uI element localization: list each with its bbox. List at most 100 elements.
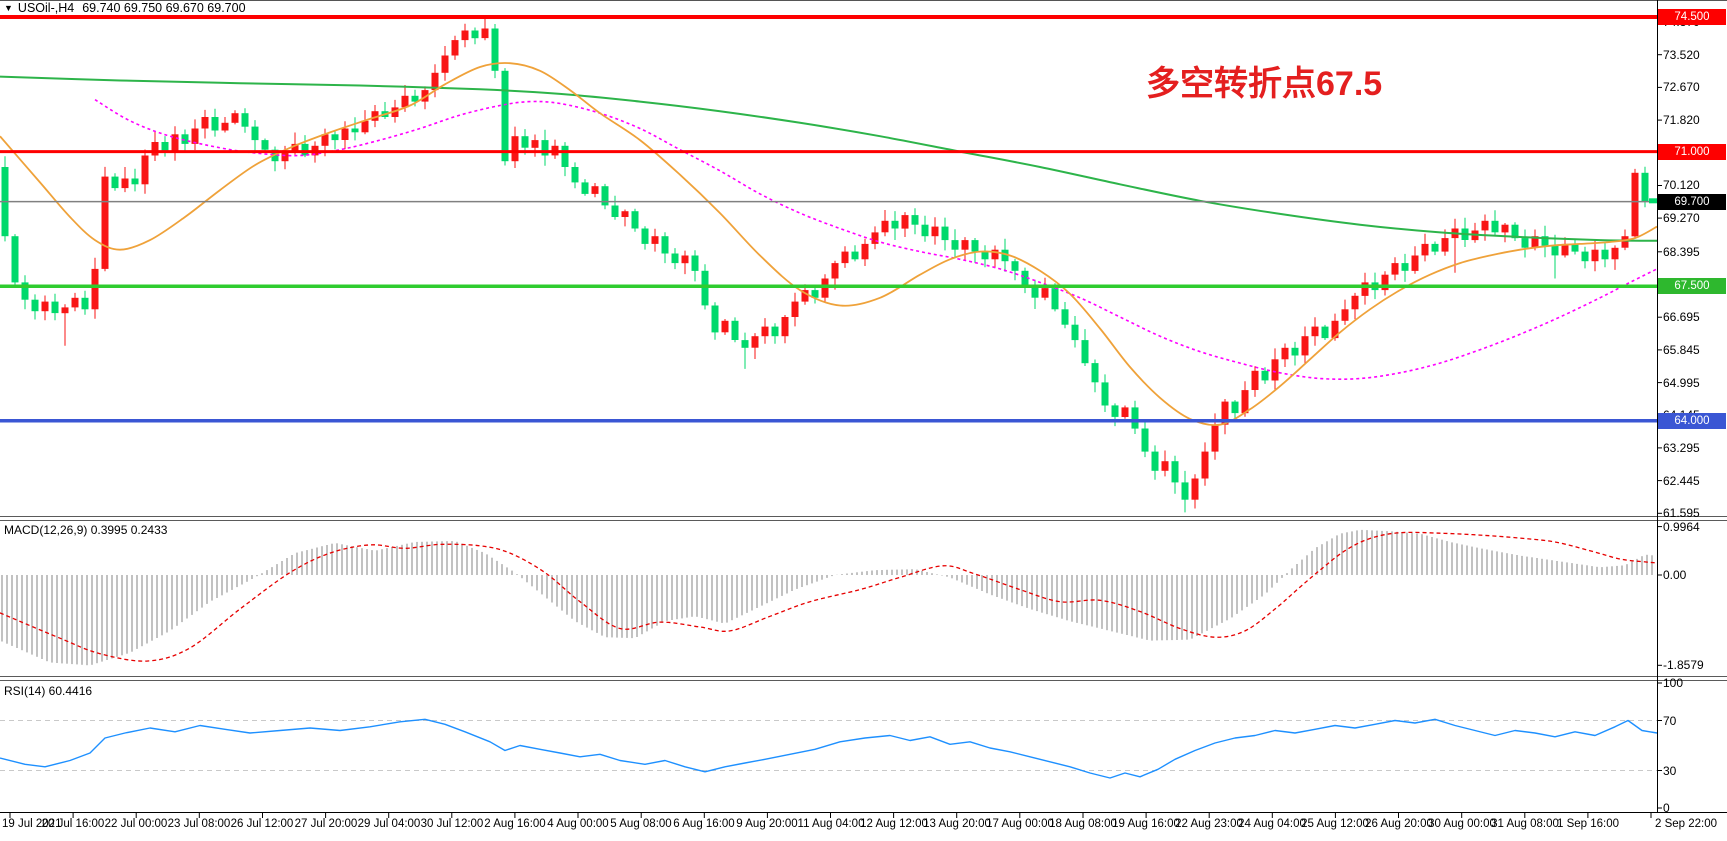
candle-body bbox=[1291, 347, 1299, 356]
candle-body bbox=[811, 290, 819, 298]
time-tick-label: 20 Jul 16:00 bbox=[41, 818, 105, 830]
candle-body bbox=[461, 30, 469, 41]
candle-body bbox=[11, 236, 19, 283]
annotation-text: 多空转折点67.5 bbox=[1146, 65, 1383, 103]
rsi-panel[interactable] bbox=[0, 718, 1658, 779]
candle-body bbox=[1101, 382, 1109, 406]
time-tick-label: 17 Aug 00:00 bbox=[986, 818, 1054, 830]
candle-body bbox=[91, 268, 99, 310]
chart-title: ▼ USOil-,H4 69.740 69.750 69.670 69.700 bbox=[4, 1, 246, 15]
time-tick-label: 13 Aug 20:00 bbox=[923, 818, 991, 830]
candle-body bbox=[1211, 424, 1219, 452]
price-badge-67.500: 67.500 bbox=[1658, 278, 1726, 294]
candle-body bbox=[491, 28, 499, 71]
candle-body bbox=[1221, 401, 1229, 425]
candle-body bbox=[681, 255, 689, 264]
price-badge-74.500: 74.500 bbox=[1658, 9, 1726, 25]
candle-body bbox=[861, 243, 869, 260]
price-tick-label: 61.595 bbox=[1663, 506, 1700, 520]
candle-body bbox=[431, 72, 439, 91]
macd-signal-line bbox=[0, 531, 1658, 662]
candle-body bbox=[81, 297, 89, 310]
candle-body bbox=[641, 228, 649, 244]
candle-body bbox=[301, 143, 309, 156]
candle-body bbox=[841, 251, 849, 264]
candle-body bbox=[531, 140, 539, 148]
time-tick-label: 19 Jul 2021 bbox=[2, 818, 62, 830]
candle-body bbox=[361, 120, 369, 133]
candle-body bbox=[1501, 224, 1509, 233]
macd-tick-label: -1.8579 bbox=[1663, 658, 1704, 672]
slow-ma-line bbox=[0, 75, 1658, 242]
candle-body bbox=[1641, 172, 1649, 202]
candle-body bbox=[1531, 236, 1539, 248]
candle-body bbox=[541, 140, 549, 156]
candle-body bbox=[831, 263, 839, 279]
time-tick-label: 22 Jul 00:00 bbox=[104, 818, 168, 830]
candle-body bbox=[1021, 270, 1029, 287]
candle-body bbox=[231, 113, 239, 123]
price-tick-label: 63.295 bbox=[1663, 441, 1700, 455]
candle-body bbox=[851, 251, 859, 260]
macd-panel[interactable] bbox=[0, 529, 1658, 666]
candle-body bbox=[141, 155, 149, 185]
candle-body bbox=[151, 142, 159, 156]
candle-body bbox=[721, 320, 729, 333]
candle-body bbox=[291, 143, 299, 152]
candle-body bbox=[1381, 274, 1389, 291]
candle-body bbox=[1251, 370, 1259, 390]
candle-body bbox=[471, 30, 479, 39]
candle-body bbox=[31, 299, 39, 312]
candle-body bbox=[1171, 461, 1179, 483]
candle-body bbox=[611, 205, 619, 217]
candle-body bbox=[261, 140, 269, 150]
price-tick-label: 69.270 bbox=[1663, 211, 1700, 225]
time-tick-label: 9 Aug 20:00 bbox=[736, 818, 798, 830]
candle-body bbox=[1481, 220, 1489, 231]
candle-body bbox=[521, 136, 529, 148]
candle-body bbox=[1141, 428, 1149, 452]
rsi-tick-label: 30 bbox=[1663, 764, 1677, 778]
time-tick-label: 26 Aug 20:00 bbox=[1365, 818, 1433, 830]
candles-layer bbox=[1, 18, 1659, 513]
last-bar-marker bbox=[1649, 198, 1657, 204]
candle-body bbox=[791, 301, 799, 317]
time-tick-label: 23 Jul 08:00 bbox=[167, 818, 231, 830]
candle-body bbox=[1621, 236, 1629, 248]
candle-body bbox=[1061, 309, 1069, 325]
candle-body bbox=[351, 128, 359, 133]
time-tick-label: 5 Aug 08:00 bbox=[610, 818, 672, 830]
symbol-dropdown-icon[interactable]: ▼ bbox=[4, 3, 13, 13]
candle-body bbox=[1591, 249, 1599, 262]
candle-body bbox=[1151, 451, 1159, 471]
candle-body bbox=[1491, 220, 1499, 233]
candle-body bbox=[561, 145, 569, 167]
candle-body bbox=[751, 336, 759, 348]
candle-body bbox=[411, 95, 419, 102]
ohlc-quote: 69.740 69.750 69.670 69.700 bbox=[82, 1, 246, 15]
candle-body bbox=[121, 178, 129, 189]
candle-body bbox=[1051, 288, 1059, 310]
main-chart-plot[interactable] bbox=[0, 15, 1659, 513]
candle-body bbox=[501, 70, 509, 162]
candle-body bbox=[1261, 370, 1269, 381]
time-tick-label: 30 Aug 00:00 bbox=[1428, 818, 1496, 830]
time-tick-label: 22 Aug 23:00 bbox=[1175, 818, 1243, 830]
candle-body bbox=[621, 211, 629, 217]
candle-body bbox=[921, 224, 929, 237]
candle-body bbox=[61, 307, 69, 314]
time-tick-label: 18 Aug 08:00 bbox=[1049, 818, 1117, 830]
candle-body bbox=[1011, 261, 1019, 271]
candle-body bbox=[1351, 295, 1359, 310]
time-axis[interactable] bbox=[9, 813, 1652, 818]
candle-body bbox=[971, 240, 979, 252]
candle-body bbox=[761, 326, 769, 337]
candle-body bbox=[331, 134, 339, 141]
fast-ma-line bbox=[0, 62, 1658, 426]
candle-body bbox=[1331, 320, 1339, 339]
candle-body bbox=[961, 240, 969, 250]
candle-body bbox=[441, 55, 449, 73]
candle-body bbox=[1191, 478, 1199, 500]
